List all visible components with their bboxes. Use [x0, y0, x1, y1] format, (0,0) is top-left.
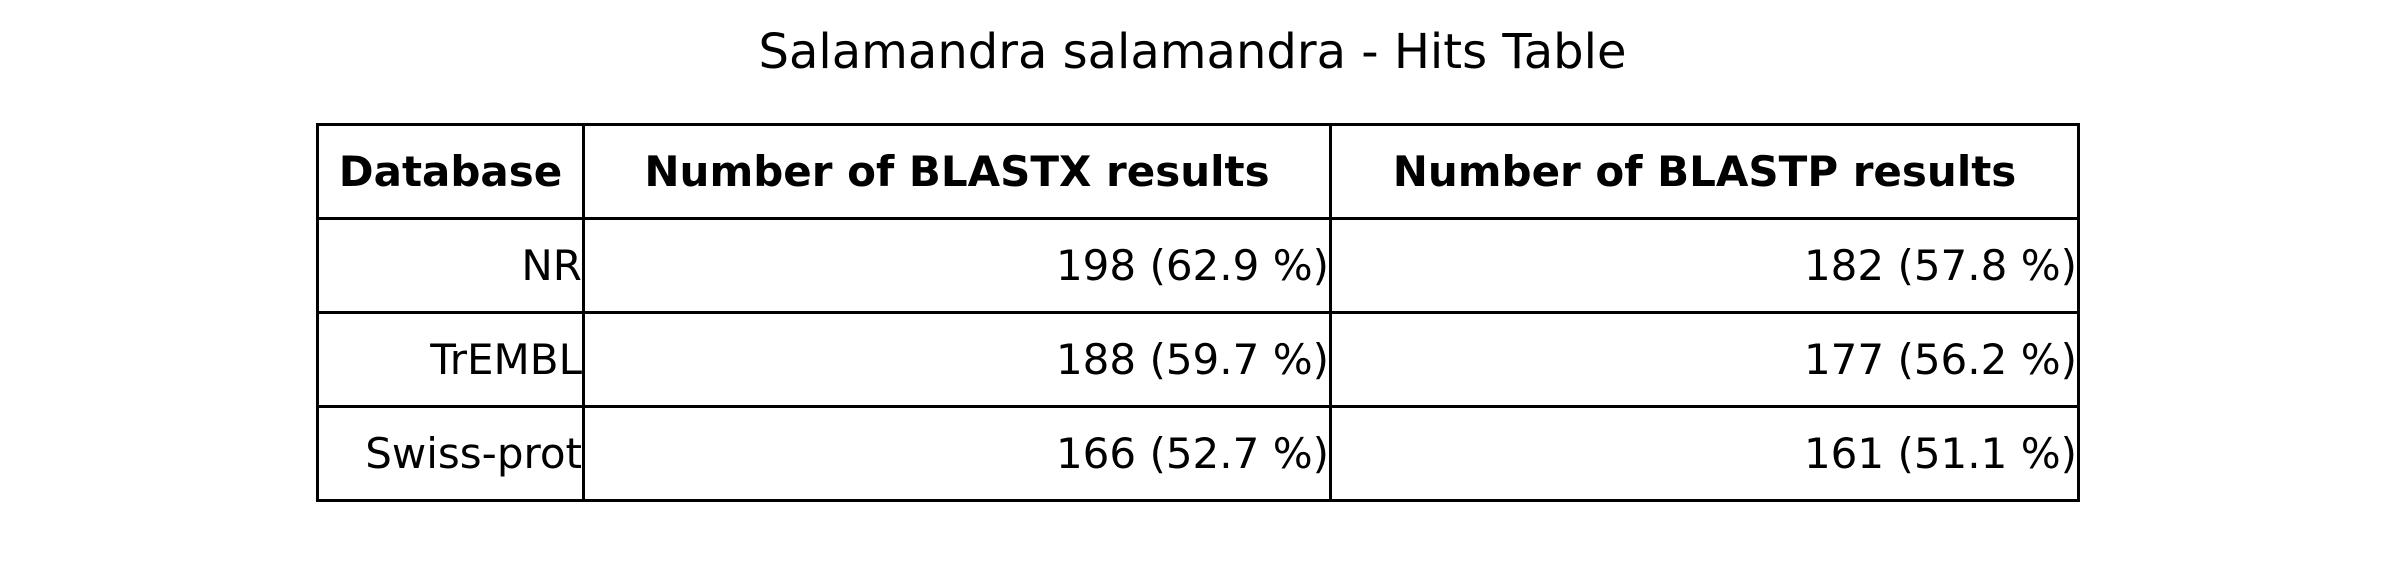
blastp-cell: 177 (56.2 %) — [1329, 311, 2080, 408]
table-row: NR 198 (62.9 %) 182 (57.8 %) — [316, 217, 2080, 314]
header-row: Database Number of BLASTX results Number… — [316, 123, 2080, 220]
blastx-cell: 166 (52.7 %) — [582, 405, 1332, 502]
column-header-blastp: Number of BLASTP results — [1329, 123, 2080, 220]
database-cell: Swiss-prot — [316, 405, 585, 502]
column-header-blastx: Number of BLASTX results — [582, 123, 1332, 220]
blastx-cell: 188 (59.7 %) — [582, 311, 1332, 408]
table-row: Swiss-prot 166 (52.7 %) 161 (51.1 %) — [316, 405, 2080, 502]
column-header-database: Database — [316, 123, 585, 220]
hits-table: Database Number of BLASTX results Number… — [316, 123, 2080, 502]
blastx-cell: 198 (62.9 %) — [582, 217, 1332, 314]
blastp-cell: 182 (57.8 %) — [1329, 217, 2080, 314]
blastp-cell: 161 (51.1 %) — [1329, 405, 2080, 502]
database-cell: TrEMBL — [316, 311, 585, 408]
table-row: TrEMBL 188 (59.7 %) 177 (56.2 %) — [316, 311, 2080, 408]
database-cell: NR — [316, 217, 585, 314]
chart-title: Salamandra salamandra - Hits Table — [758, 24, 1627, 80]
